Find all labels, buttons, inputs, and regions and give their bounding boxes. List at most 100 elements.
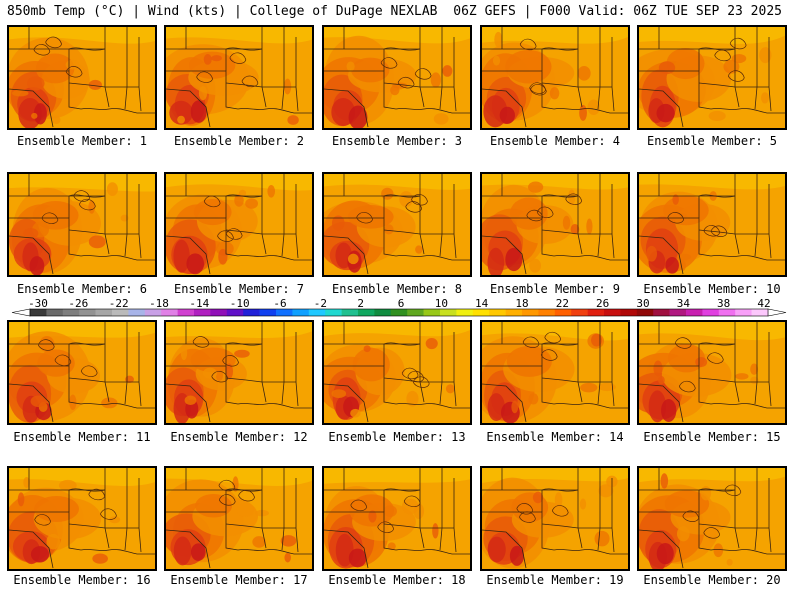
isotherm-contours bbox=[522, 331, 562, 361]
ensemble-member-label: Ensemble Member: 16 bbox=[13, 573, 151, 587]
colorbar-swatch bbox=[735, 309, 752, 316]
isotherm-contours bbox=[714, 37, 747, 82]
state-borders bbox=[482, 174, 628, 275]
colorbar-swatch bbox=[210, 309, 228, 316]
colorbar-swatch bbox=[95, 309, 113, 316]
isotherm-contours bbox=[526, 193, 583, 222]
colorbar-swatch bbox=[226, 309, 244, 316]
temperature-field bbox=[482, 322, 628, 423]
isotherm-contours bbox=[682, 484, 742, 539]
ensemble-member-label: Ensemble Member: 6 bbox=[16, 282, 148, 296]
map-canvas bbox=[639, 174, 785, 275]
colorbar-swatch bbox=[358, 309, 375, 316]
temperature-field bbox=[166, 322, 312, 423]
ensemble-member-map bbox=[637, 466, 787, 571]
state-borders bbox=[166, 174, 312, 275]
state-borders bbox=[166, 468, 312, 569]
state-borders bbox=[482, 27, 628, 128]
temperature-field bbox=[324, 27, 470, 128]
ensemble-member-map bbox=[7, 466, 157, 571]
ensemble-member-label: Ensemble Member: 5 bbox=[646, 134, 778, 148]
temperature-field bbox=[166, 468, 312, 569]
map-canvas bbox=[482, 174, 628, 275]
ensemble-member-map bbox=[322, 320, 472, 425]
state-borders bbox=[166, 27, 312, 128]
isotherm-contours bbox=[37, 339, 98, 377]
isotherm-contours bbox=[356, 194, 428, 224]
model-valid-time: 06Z GEFS | F000 Valid: 06Z TUE SEP 23 20… bbox=[453, 4, 782, 19]
isotherm-contours bbox=[674, 337, 724, 393]
ensemble-member-label: Ensemble Member: 12 bbox=[170, 430, 308, 444]
colorbar-swatch bbox=[505, 309, 523, 316]
colorbar-swatch bbox=[604, 309, 621, 316]
ensemble-member-label: Ensemble Member: 13 bbox=[328, 430, 466, 444]
colorbar-swatch bbox=[62, 309, 80, 316]
colorbar-tick-label: -14 bbox=[189, 297, 209, 310]
ensemble-member-map bbox=[164, 25, 314, 130]
colorbar-swatch bbox=[325, 309, 342, 316]
state-borders bbox=[639, 27, 785, 128]
colorbar-swatch bbox=[112, 309, 129, 316]
colorbar-swatch bbox=[587, 309, 605, 316]
colorbar-swatch bbox=[194, 309, 211, 316]
map-canvas bbox=[482, 27, 628, 128]
ensemble-member-label: Ensemble Member: 1 bbox=[16, 134, 148, 148]
colorbar-swatch bbox=[456, 309, 474, 316]
temperature-field bbox=[324, 174, 470, 275]
state-borders bbox=[324, 468, 470, 569]
colorbar-swatch bbox=[718, 309, 736, 316]
colorbar-swatch bbox=[620, 309, 638, 316]
state-borders bbox=[9, 27, 155, 128]
ensemble-member-label: Ensemble Member: 9 bbox=[489, 282, 621, 296]
map-canvas bbox=[482, 322, 628, 423]
colorbar-tick-label: -18 bbox=[149, 297, 169, 310]
ensemble-member-map bbox=[480, 466, 630, 571]
temperature-colorbar: -30 -26 -22 -18 -14 -10 -6 -2 2 6 10 14 18 22 26 30 34 38… bbox=[11, 297, 787, 317]
isotherm-contours bbox=[203, 195, 243, 242]
isotherm-contours bbox=[41, 190, 96, 224]
map-canvas bbox=[166, 174, 312, 275]
map-canvas bbox=[166, 27, 312, 128]
state-borders bbox=[324, 174, 470, 275]
colorbar-tick-label: 30 bbox=[636, 297, 649, 310]
colorbar-swatch bbox=[669, 309, 687, 316]
colorbar-tick-label: -22 bbox=[109, 297, 129, 310]
colorbar-swatch bbox=[407, 309, 424, 316]
state-borders bbox=[639, 468, 785, 569]
ensemble-member-map bbox=[322, 172, 472, 277]
map-canvas bbox=[482, 468, 628, 569]
map-canvas bbox=[324, 468, 470, 569]
colorbar-swatch bbox=[292, 309, 310, 316]
isotherm-contours bbox=[401, 367, 430, 388]
colorbar-tick-label: 34 bbox=[677, 297, 691, 310]
colorbar-min-arrow bbox=[11, 308, 31, 317]
map-canvas bbox=[639, 468, 785, 569]
colorbar-swatch bbox=[571, 309, 588, 316]
state-borders bbox=[166, 322, 312, 423]
colorbar-swatch bbox=[653, 309, 670, 316]
isotherm-contours bbox=[196, 52, 259, 88]
ensemble-member-map bbox=[7, 25, 157, 130]
ensemble-member-label: Ensemble Member: 8 bbox=[331, 282, 463, 296]
colorbar-swatch bbox=[276, 309, 293, 316]
colorbar-tick-label: 14 bbox=[475, 297, 489, 310]
ensemble-member-map bbox=[7, 320, 157, 425]
colorbar-swatch bbox=[390, 309, 408, 316]
colorbar-tick-label: 10 bbox=[435, 297, 448, 310]
isotherm-contours bbox=[218, 479, 255, 506]
colorbar-swatch bbox=[522, 309, 539, 316]
colorbar-tick-label: -30 bbox=[28, 297, 48, 310]
ensemble-member-map bbox=[480, 25, 630, 130]
ensemble-member-map bbox=[480, 172, 630, 277]
colorbar-tick-label: 42 bbox=[757, 297, 770, 310]
isotherm-contours bbox=[33, 36, 83, 78]
colorbar-swatch bbox=[423, 309, 441, 316]
ensemble-member-label: Ensemble Member: 15 bbox=[643, 430, 781, 444]
colorbar-swatch bbox=[177, 309, 195, 316]
colorbar-swatch bbox=[308, 309, 326, 316]
colorbar-swatch bbox=[440, 309, 457, 316]
temperature-field bbox=[324, 322, 470, 423]
ensemble-member-map bbox=[7, 172, 157, 277]
colorbar-tick-label: 6 bbox=[398, 297, 405, 310]
ensemble-member-map bbox=[164, 466, 314, 571]
